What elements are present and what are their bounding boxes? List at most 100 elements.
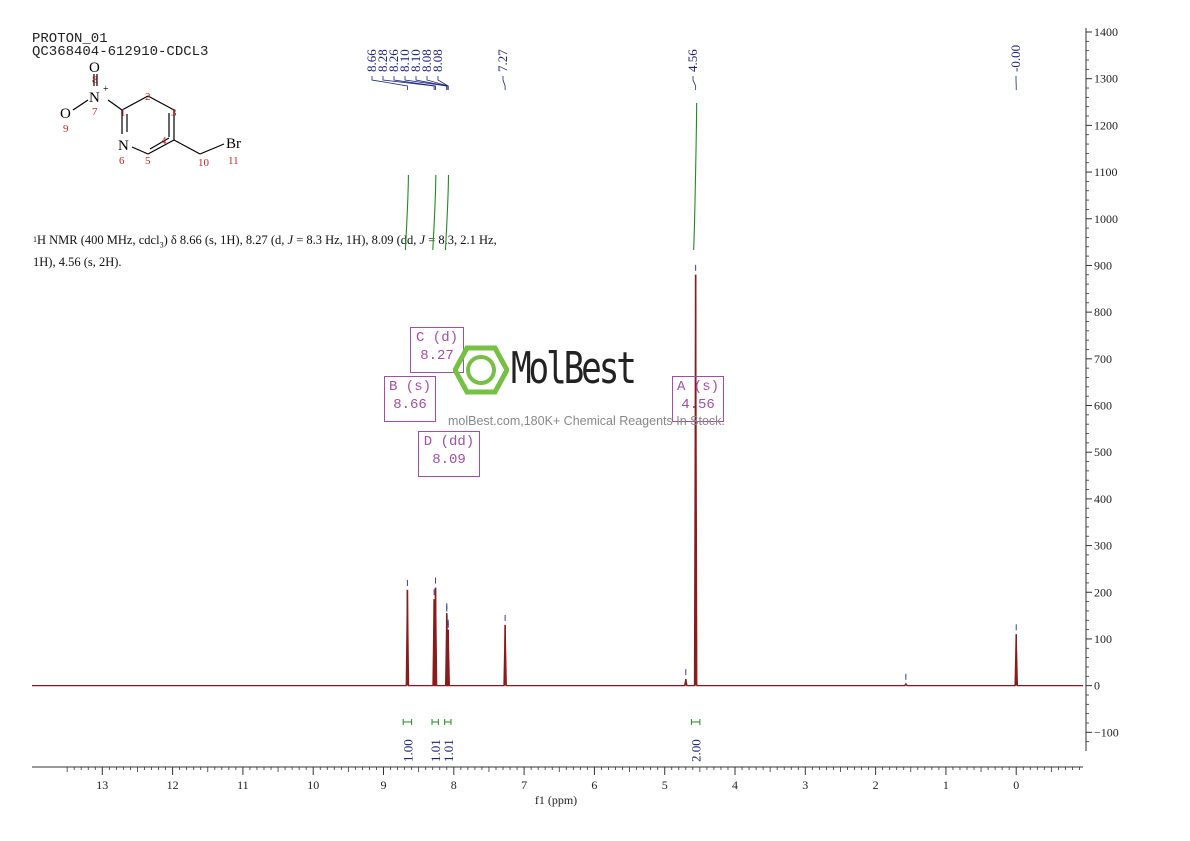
x-tick-label: 6 <box>591 778 597 792</box>
integral-curve <box>432 174 437 251</box>
peak-label-connector <box>393 76 436 90</box>
y-tick-label: 800 <box>1094 305 1112 319</box>
multiplet-box-b: B (s) 8.66 <box>384 376 436 422</box>
nmr-description: 1H NMR (400 MHz, cdcl3) δ 8.66 (s, 1H), … <box>33 232 593 270</box>
index-3: 3 <box>171 107 177 119</box>
y-tick-label: 200 <box>1094 585 1112 599</box>
x-tick-label: 3 <box>802 778 808 792</box>
watermark-tagline: molBest.com,180K+ Chemical Reagents In S… <box>448 414 725 428</box>
spectrum-trace <box>32 274 1083 687</box>
integral-curve <box>444 174 450 251</box>
desc-superscript: 1 <box>33 235 37 244</box>
atom-o8: O <box>89 60 100 76</box>
index-4: 4 <box>161 135 167 147</box>
watermark-brand: MolBest <box>511 343 637 394</box>
experiment-name: PROTON_01 <box>32 31 108 47</box>
index-2: 2 <box>145 91 151 103</box>
multiplet-box-d: D (dd) 8.09 <box>418 431 480 477</box>
peak-label: 8.66 <box>364 49 379 72</box>
peak-label: 8.28 <box>375 49 390 72</box>
x-axis-label: f1 (ppm) <box>535 793 577 807</box>
atom-n6: N <box>118 138 129 154</box>
molecule-structure: O N + O N Br 8 7 9 6 11 1 2 3 4 5 10 <box>60 60 241 169</box>
y-tick-label: 1200 <box>1094 118 1118 132</box>
peak-label: 4.56 <box>685 49 700 72</box>
integral-value: 1.01 <box>428 739 443 762</box>
multiplet-b-label: B (s) <box>388 379 431 395</box>
index-11: 11 <box>228 155 239 167</box>
x-tick-label: 12 <box>167 778 179 792</box>
x-tick-label: 8 <box>451 778 457 792</box>
multiplet-box-a: A (s) 4.56 <box>672 376 724 422</box>
peak-label: 8.08 <box>419 49 434 72</box>
y-tick-label: 0 <box>1094 679 1100 693</box>
multiplet-d-shift: 8.09 <box>432 452 466 468</box>
desc-j1: J <box>287 233 294 247</box>
peak-label-connector <box>692 76 697 90</box>
y-tick-label: 1400 <box>1094 25 1118 39</box>
desc-part-3: = 8.3 Hz, 1H), 8.09 (dd, <box>293 233 420 247</box>
desc-part-1: H NMR (400 MHz, cdcl <box>37 233 160 247</box>
y-tick-label: 1000 <box>1094 212 1118 226</box>
y-tick-label: 500 <box>1094 445 1112 459</box>
x-tick-label: 2 <box>873 778 879 792</box>
y-tick-label: 600 <box>1094 399 1112 413</box>
integral-curve <box>693 102 698 251</box>
peak-label: -0.00 <box>1008 45 1023 72</box>
atom-o9: O <box>60 106 71 122</box>
y-tick-label: 1300 <box>1094 72 1118 86</box>
peak-label-connector <box>382 76 435 90</box>
y-tick-label: 900 <box>1094 258 1112 272</box>
peak-label-connector <box>415 76 448 90</box>
desc-j2: J <box>419 233 426 247</box>
multiplet-c-shift: 8.27 <box>420 348 454 364</box>
desc-subscript: 3 <box>159 240 164 250</box>
x-tick-label: 10 <box>307 778 319 792</box>
sample-name: QC368404-612910-CDCL3 <box>32 44 209 60</box>
multiplet-a-label: A (s) <box>676 379 719 395</box>
index-7: 7 <box>92 106 98 118</box>
y-tick-label: 1100 <box>1094 165 1118 179</box>
atom-br11: Br <box>226 136 241 152</box>
index-5: 5 <box>145 155 151 167</box>
peak-label-connector <box>371 76 408 90</box>
atom-n7-charge: + <box>103 84 109 95</box>
peak-label: 8.08 <box>430 49 445 72</box>
multiplet-a-shift: 4.56 <box>681 397 715 413</box>
integral-value: 2.00 <box>689 739 704 762</box>
index-6: 6 <box>119 155 125 167</box>
desc-line-2: 1H), 4.56 (s, 2H). <box>33 254 122 269</box>
atom-n7: N <box>89 90 100 106</box>
index-1: 1 <box>120 107 126 119</box>
peak-label: 8.10 <box>408 49 423 72</box>
multiplet-d-label: D (dd) <box>423 434 475 450</box>
x-tick-label: 5 <box>662 778 668 792</box>
index-9: 9 <box>63 123 69 135</box>
x-tick-label: 1 <box>943 778 949 792</box>
index-10: 10 <box>198 157 210 169</box>
integral-value: 1.01 <box>441 739 456 762</box>
integral-curve <box>404 174 409 251</box>
desc-part-2: ) δ 8.66 (s, 1H), 8.27 (d, <box>163 233 288 247</box>
molbest-logo-icon <box>453 345 509 395</box>
multiplet-b-shift: 8.66 <box>393 397 427 413</box>
integral-value: 1.00 <box>400 739 415 762</box>
index-8: 8 <box>92 74 98 86</box>
multiplet-c-label: C (d) <box>415 330 458 346</box>
x-tick-label: 4 <box>732 778 738 792</box>
peak-label-connector <box>437 76 449 90</box>
peak-label: 8.26 <box>386 49 401 72</box>
x-tick-label: 13 <box>96 778 108 792</box>
peak-label: 8.10 <box>397 49 412 72</box>
peak-label-connector <box>502 76 506 90</box>
y-tick-label: 300 <box>1094 539 1112 553</box>
peak-label: 7.27 <box>495 49 510 72</box>
x-tick-label: 7 <box>521 778 527 792</box>
y-tick-label: 700 <box>1094 352 1112 366</box>
x-tick-label: 9 <box>381 778 387 792</box>
y-tick-label: −100 <box>1094 725 1119 739</box>
x-tick-label: 0 <box>1013 778 1019 792</box>
y-tick-label: 400 <box>1094 492 1112 506</box>
x-tick-label: 11 <box>237 778 249 792</box>
